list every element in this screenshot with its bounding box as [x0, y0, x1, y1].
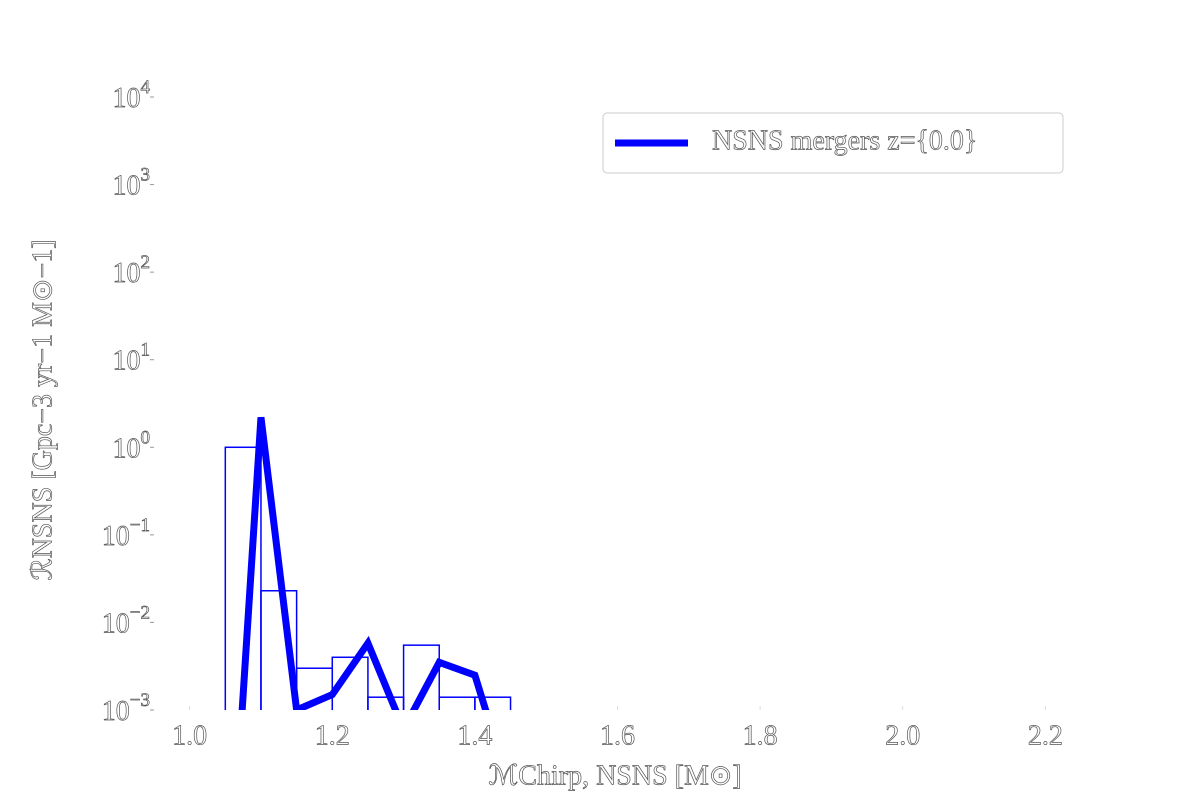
x-tick-label: 1.2: [315, 720, 350, 751]
y-tick-label: 100: [113, 428, 151, 465]
legend-label: NSNS mergers z={0.0}: [712, 125, 977, 156]
x-axis-label: ℳChirp, NSNS [M⊙]: [488, 760, 741, 791]
y-tick-label: 104: [113, 77, 151, 114]
x-tick-label: 1.0: [172, 720, 207, 751]
x-tick-label: 2.2: [1028, 720, 1063, 751]
plot-area: [224, 416, 512, 710]
x-tick-label: 1.8: [743, 720, 778, 751]
histogram-bar: [402, 644, 440, 710]
legend-box: [602, 112, 1064, 174]
y-tick-label: 10−2: [102, 603, 150, 640]
y-tick-label: 102: [113, 253, 151, 290]
y-tick-label: 10−1: [102, 515, 150, 552]
x-tick-label: 1.6: [600, 720, 635, 751]
line-series: [238, 416, 490, 710]
histogram-bar: [224, 446, 262, 710]
histogram-bar: [438, 696, 476, 710]
y-tick-label: 101: [113, 340, 151, 377]
x-tick-label: 1.4: [457, 720, 492, 751]
histogram-bar: [474, 696, 512, 710]
histogram-bar: [331, 656, 369, 710]
y-axis-label: ℛNSNS [Gpc−3 yr−1 M⊙−1]: [27, 239, 58, 580]
y-tick-label: 10−3: [102, 690, 150, 727]
y-tick-label: 103: [113, 165, 151, 202]
x-tick-label: 2.0: [885, 720, 920, 751]
